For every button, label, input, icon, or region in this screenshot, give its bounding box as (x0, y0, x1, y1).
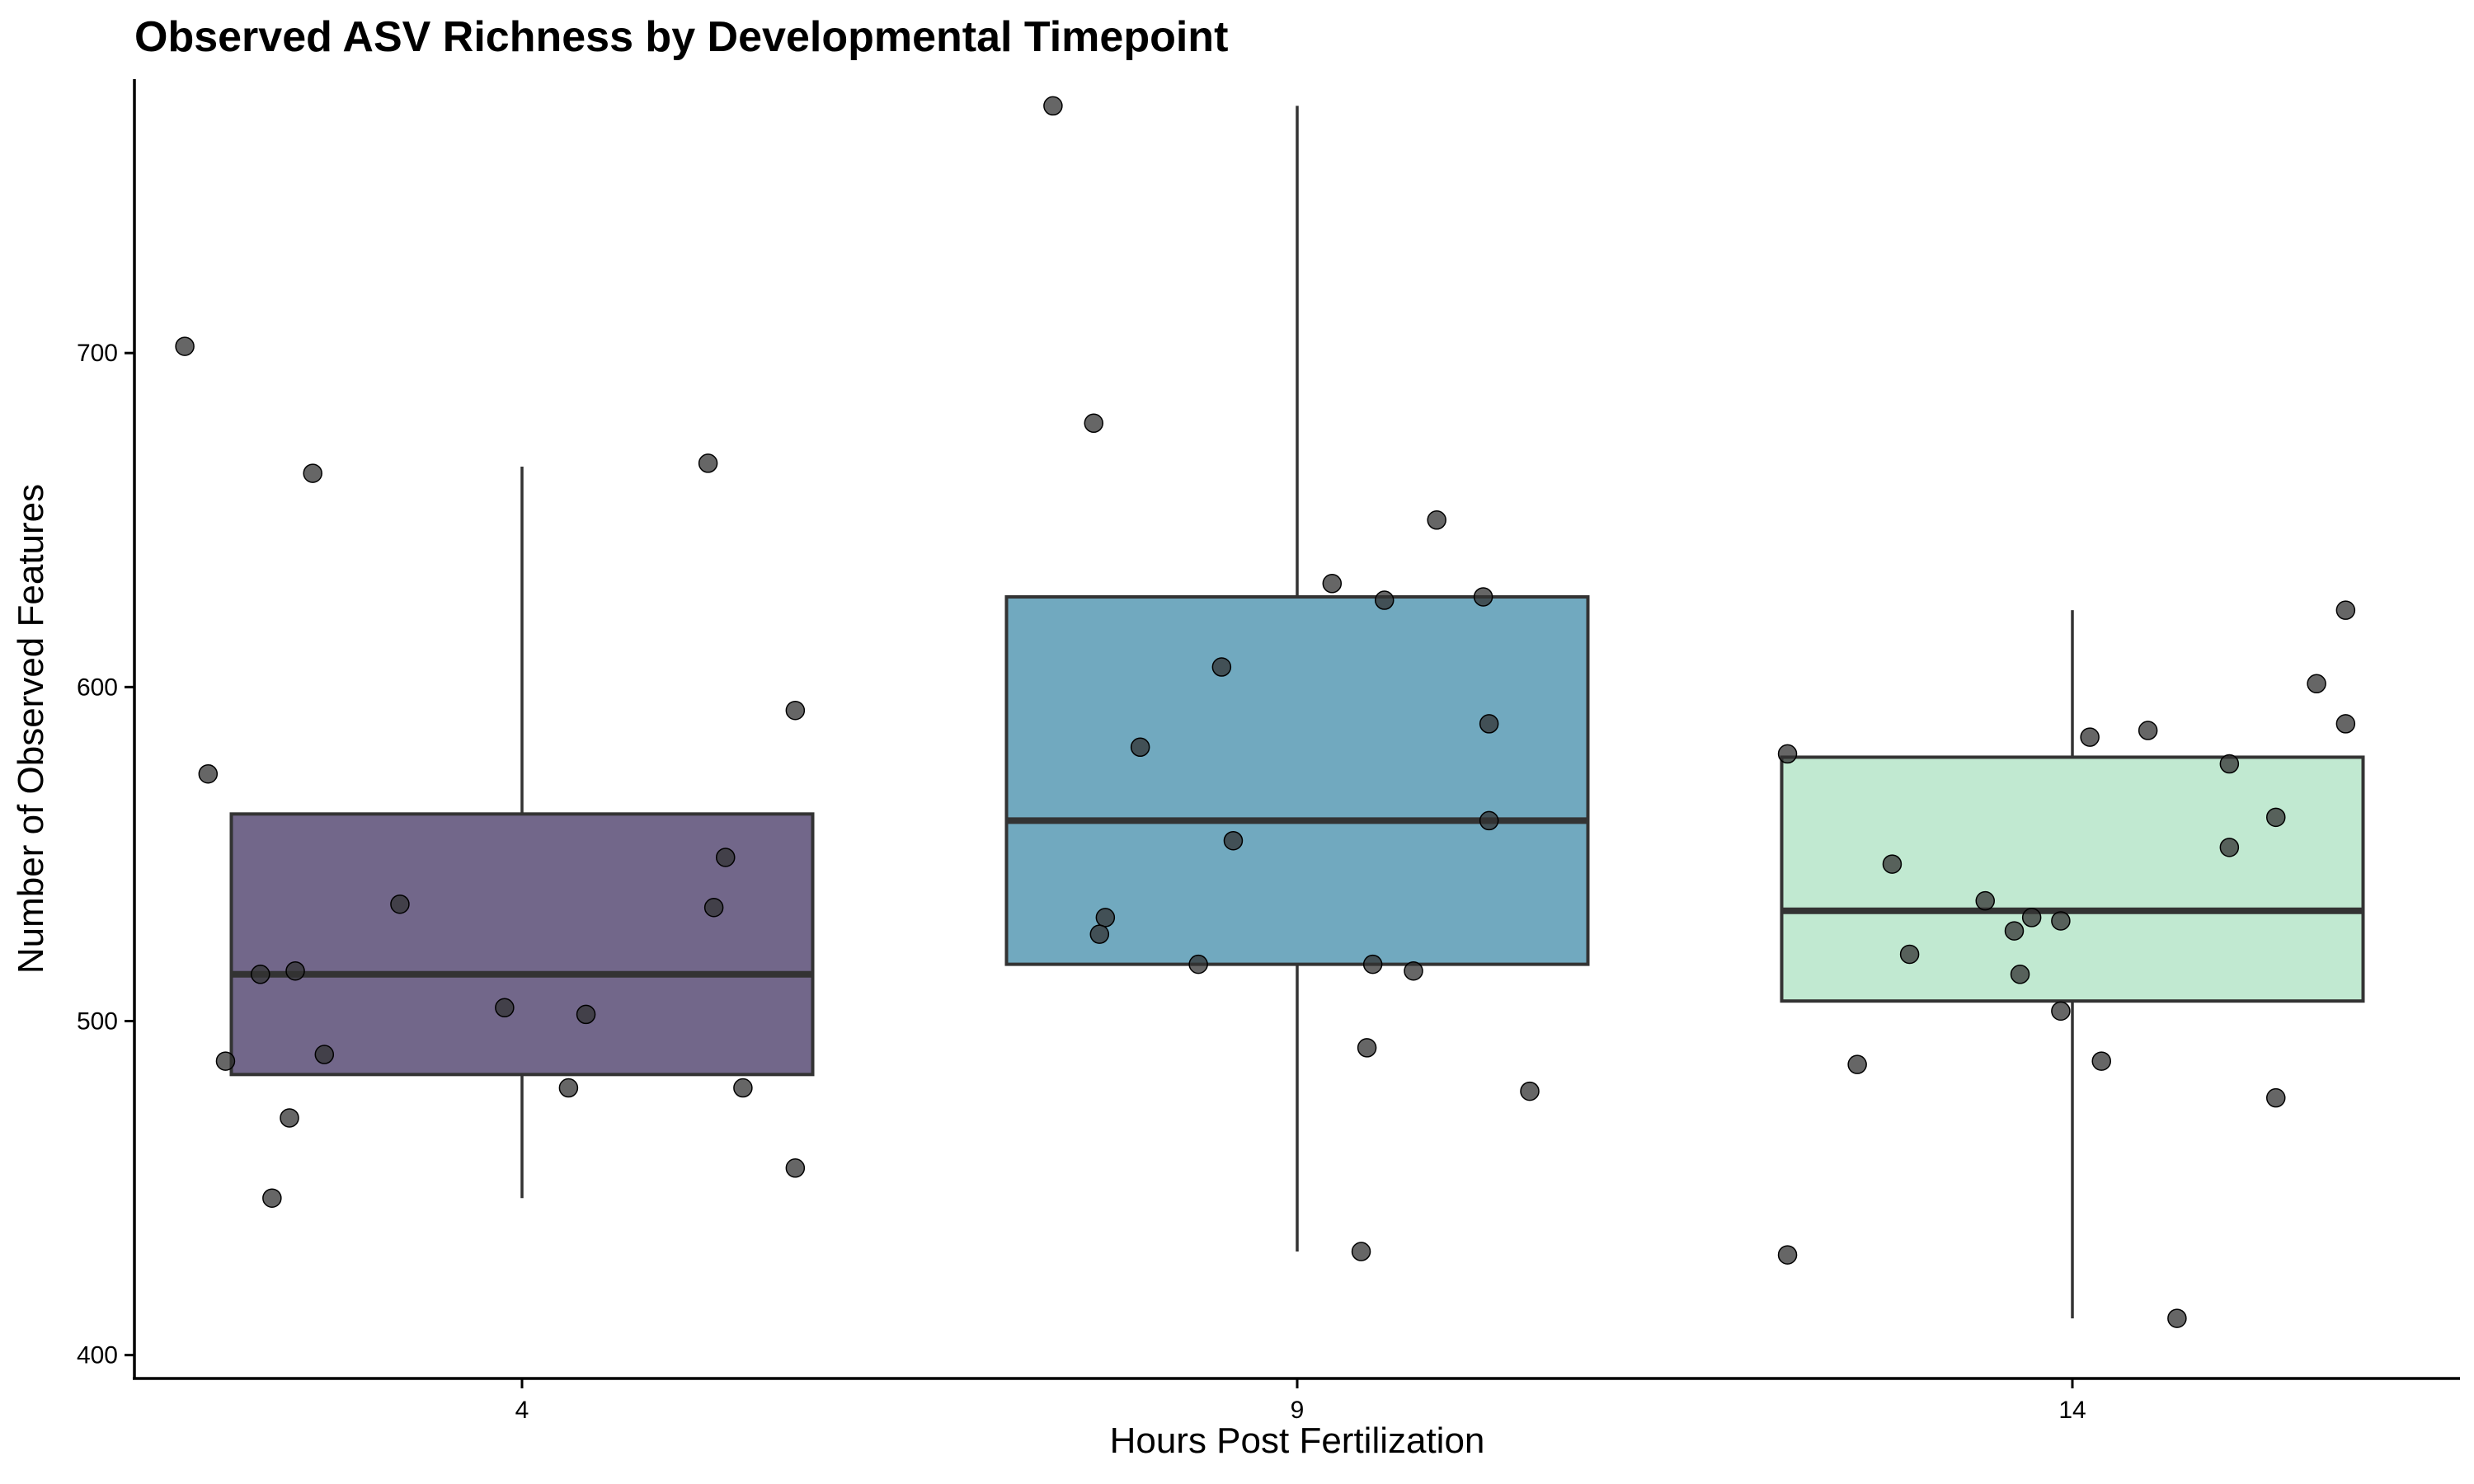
data-point (1975, 890, 1995, 911)
data-point (558, 1078, 579, 1098)
data-point (1520, 1081, 1540, 1101)
box-14 (1780, 755, 2365, 1003)
data-point (2004, 921, 2025, 941)
data-point (198, 763, 219, 784)
data-point (1089, 924, 1110, 944)
data-point (262, 1188, 282, 1208)
x-axis-title: Hours Post Fertilization (1110, 1421, 1485, 1461)
data-point (1473, 587, 1493, 607)
data-point (1777, 744, 1798, 764)
data-point (2219, 754, 2240, 774)
data-point (285, 960, 305, 981)
data-point (1043, 96, 1063, 116)
y-tick-label: 500 (77, 1007, 118, 1035)
data-point (251, 965, 270, 984)
data-point (303, 463, 322, 483)
data-point (785, 1158, 806, 1178)
data-point (1223, 830, 1244, 851)
data-point (2051, 1001, 2071, 1021)
data-point (2335, 600, 2356, 620)
data-point (175, 336, 195, 356)
y-axis-ticks: 400 500 600 700 (77, 340, 134, 1369)
data-point (1479, 714, 1499, 734)
plot-area (175, 96, 2365, 1328)
y-axis-title: Number of Observed Features (11, 484, 51, 974)
data-point (1375, 590, 1395, 610)
data-point (280, 1108, 299, 1128)
y-tick-label: 400 (77, 1342, 118, 1369)
data-point (2266, 807, 2286, 828)
data-point (2051, 911, 2071, 931)
data-point (576, 1004, 596, 1025)
data-point (2010, 965, 2030, 984)
data-point (2307, 674, 2326, 694)
data-point (2021, 908, 2042, 928)
data-point (390, 894, 410, 914)
data-point (1351, 1242, 1371, 1261)
data-point (314, 1045, 335, 1064)
data-point (495, 998, 515, 1018)
data-point (1404, 960, 1423, 981)
y-tick-label: 700 (77, 340, 118, 367)
box-group-9 (1004, 96, 1590, 1261)
box-group-14 (1777, 600, 2365, 1328)
data-point (1882, 854, 1903, 874)
box-9 (1004, 594, 1590, 966)
data-point (1427, 510, 1446, 530)
data-point (1322, 574, 1343, 594)
chart-title: Observed ASV Richness by Developmental T… (134, 13, 1228, 61)
data-point (733, 1078, 753, 1098)
data-point (2091, 1051, 2111, 1071)
x-tick-label: 9 (1291, 1397, 1305, 1424)
data-point (1084, 413, 1103, 434)
data-point (1777, 1245, 1798, 1265)
data-point (703, 898, 724, 918)
data-point (2080, 727, 2100, 747)
data-point (2219, 838, 2240, 857)
data-point (1899, 944, 1920, 965)
data-point (2335, 714, 2356, 734)
data-point (1362, 954, 1383, 974)
data-point (1357, 1038, 1377, 1058)
data-point (698, 453, 718, 473)
data-point (2138, 721, 2158, 740)
data-point (716, 848, 736, 867)
data-point (1130, 737, 1150, 758)
data-point (1188, 954, 1208, 974)
data-point (1479, 810, 1499, 831)
data-point (785, 700, 806, 721)
data-point (1211, 657, 1232, 677)
data-point (2266, 1087, 2286, 1108)
y-tick-label: 600 (77, 674, 118, 701)
x-tick-label: 4 (515, 1397, 529, 1424)
data-point (215, 1051, 236, 1071)
data-point (1847, 1054, 1867, 1074)
x-tick-label: 14 (2058, 1397, 2086, 1424)
box-group-4 (175, 336, 815, 1208)
x-axis-ticks: 4 9 14 (515, 1378, 2086, 1424)
data-point (1095, 908, 1116, 928)
data-point (2167, 1308, 2187, 1328)
